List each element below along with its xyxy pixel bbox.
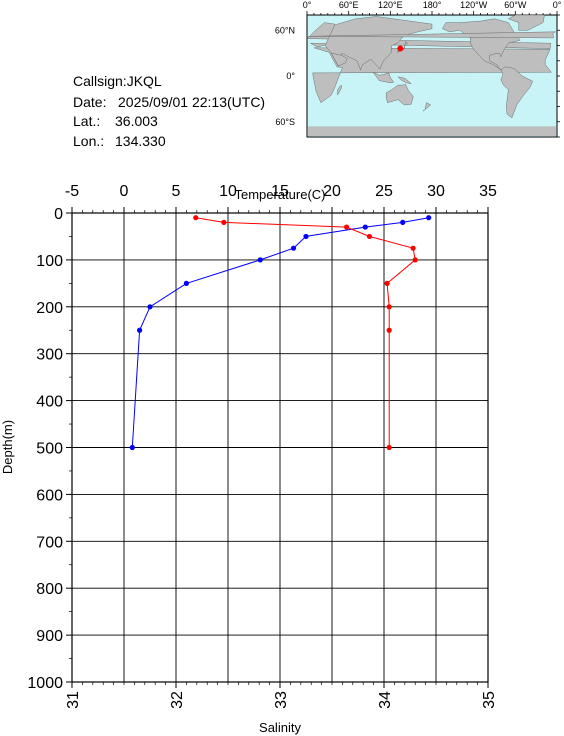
depth-tick-label: 800	[36, 581, 63, 598]
land-shape	[422, 102, 431, 112]
map-longitude-labels: 0° 60°E 120°E 180° 120°W 60°W 0°	[303, 0, 562, 10]
temperature-tick-label: 30	[427, 183, 445, 200]
map-lon-label: 0°	[553, 0, 562, 10]
depth-tick-label: 600	[36, 487, 63, 504]
land-antarctica	[308, 126, 556, 136]
lat-value: 36.003	[115, 113, 158, 129]
temperature-tick-label: 15	[271, 183, 289, 200]
depth-tick-label: 300	[36, 347, 63, 364]
salinity-tick-label: 35	[481, 691, 498, 709]
land-shape	[337, 84, 342, 96]
salinity-tick-label: 32	[169, 691, 186, 709]
map-land	[306, 14, 556, 136]
depth-tick-label: 100	[36, 253, 63, 270]
station-marker	[397, 45, 404, 52]
depth-tick-labels: 0 100 200 300 400 500 600 700 800 900 1000	[27, 206, 63, 692]
map-lon-label: 180°	[423, 0, 442, 10]
salinity-point	[386, 444, 392, 451]
temperature-tick-label: 0	[120, 183, 129, 200]
salinity-point	[343, 224, 350, 230]
date-label: Date:	[73, 94, 106, 110]
salinity-point	[386, 327, 392, 333]
salinity-tick-labels: 31 32 33 34 35	[65, 691, 498, 709]
temperature-tick-labels: -5 0 5 10 15 20 25 30 35	[65, 183, 497, 200]
temperature-tick-label: 20	[323, 183, 341, 200]
depth-tick-label: 500	[36, 441, 63, 458]
temperature-point	[183, 280, 189, 286]
depth-tick-label: 200	[36, 300, 63, 317]
land-shape	[330, 52, 348, 67]
land-shape	[500, 66, 533, 119]
land-shape	[308, 31, 556, 39]
map-lat-label: 0°	[286, 71, 295, 81]
lon-value: 134.330	[115, 133, 166, 149]
salinity-tick-label: 31	[65, 691, 82, 709]
depth-tick-label: 400	[36, 394, 63, 411]
temperature-point	[303, 233, 309, 240]
lat-label: Lat.:	[73, 113, 100, 129]
land-shape	[397, 76, 412, 84]
temperature-tick-label: 5	[172, 183, 181, 200]
map-lon-label: 120°E	[378, 0, 403, 10]
temperature-point	[147, 304, 153, 310]
temperature-tick-label: -5	[65, 183, 79, 200]
temperature-point	[257, 257, 263, 263]
date-value: 2025/09/01 22:13(UTC)	[118, 94, 265, 110]
depth-tick-label: 900	[36, 628, 63, 645]
salinity-point	[386, 304, 392, 310]
salinity-series-line	[195, 217, 416, 448]
map-lon-label: 0°	[303, 0, 312, 10]
land-shape	[372, 72, 395, 84]
map-lat-label: 60°N	[275, 25, 295, 35]
temperature-point	[137, 327, 143, 333]
map-lat-label: 60°S	[275, 117, 295, 127]
station-info: Callsign:JKQL Date: 2025/09/01 22:13(UTC…	[73, 73, 265, 149]
axis-ticks	[66, 207, 489, 688]
location-map: 0° 60°E 120°E 180° 120°W 60°W 0° 60°N 0° 60°S	[275, 0, 562, 138]
salinity-point	[384, 280, 390, 286]
salinity-point	[410, 245, 416, 251]
salinity-point	[221, 219, 227, 225]
depth-tick-label: 1000	[27, 675, 63, 692]
map-lon-label: 60°W	[504, 0, 527, 10]
temperature-tick-label: 25	[375, 183, 393, 200]
map-latitude-labels: 60°N 0° 60°S	[275, 25, 296, 127]
map-lon-label: 60°E	[339, 0, 359, 10]
land-shape	[324, 16, 433, 71]
temperature-point	[426, 215, 432, 221]
map-lon-label: 120°W	[460, 0, 488, 10]
temperature-point	[129, 444, 135, 451]
temperature-point	[290, 245, 297, 251]
temperature-tick-label: 10	[219, 183, 237, 200]
salinity-axis-label: Salinity	[259, 720, 301, 735]
map-frame-ticks	[306, 11, 560, 138]
temperature-point	[362, 224, 368, 230]
depth-axis-label: Depth(m)	[0, 420, 15, 474]
data-series	[129, 215, 432, 451]
depth-tick-label: 700	[36, 534, 63, 551]
salinity-point	[193, 215, 199, 221]
salinity-point	[366, 233, 373, 240]
salinity-point	[412, 257, 418, 263]
temperature-point	[400, 219, 406, 225]
profile-chart: -5 0 5 10 15 20 25 30 35 31 32 33 34 35 010020030040…	[0, 183, 498, 735]
lon-label: Lon.:	[73, 133, 104, 149]
temperature-tick-label: 35	[479, 183, 497, 200]
temperature-series-line	[131, 217, 429, 448]
temperature-axis-label: Temperature(C)	[234, 187, 325, 202]
depth-tick-label: 0	[54, 206, 63, 223]
salinity-tick-label: 34	[377, 691, 394, 709]
land-shape	[442, 18, 521, 71]
salinity-tick-label: 33	[273, 691, 290, 709]
land-shape	[386, 84, 414, 106]
land-shape	[507, 14, 545, 31]
callsign-text: Callsign:JKQL	[73, 73, 162, 89]
